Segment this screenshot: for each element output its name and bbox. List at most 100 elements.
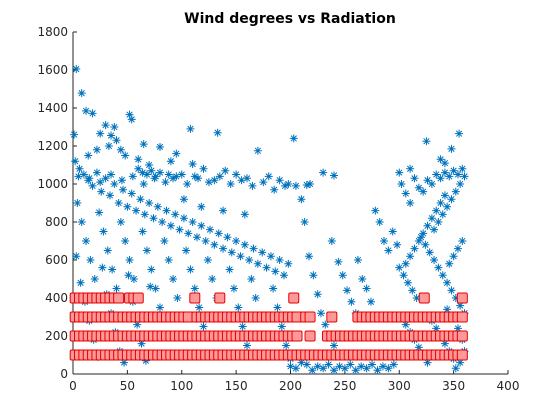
data-point-asterisk xyxy=(406,252,415,261)
data-point-asterisk xyxy=(121,151,130,160)
data-point-asterisk xyxy=(139,140,148,149)
data-point-asterisk xyxy=(427,180,436,188)
data-point-asterisk xyxy=(190,284,199,293)
data-point-square xyxy=(214,292,226,304)
data-point-asterisk xyxy=(84,176,93,185)
data-point-asterisk xyxy=(138,168,147,177)
data-point-asterisk xyxy=(142,170,151,179)
data-point-asterisk xyxy=(302,360,311,369)
x-tick-label: 100 xyxy=(170,379,193,393)
data-point-asterisk xyxy=(140,210,149,219)
data-point-asterisk xyxy=(249,244,258,253)
data-point-asterisk xyxy=(82,237,91,245)
data-point-asterisk xyxy=(430,256,439,264)
data-point-asterisk xyxy=(269,284,278,293)
data-point-asterisk xyxy=(410,174,419,183)
data-point-asterisk xyxy=(410,244,419,253)
data-point-asterisk xyxy=(199,322,208,331)
data-point-asterisk xyxy=(137,339,146,348)
data-point-asterisk xyxy=(120,358,129,367)
data-point-asterisk xyxy=(401,320,410,329)
data-point-asterisk xyxy=(95,208,104,217)
data-point-asterisk xyxy=(146,282,155,291)
data-point-asterisk xyxy=(225,265,234,274)
x-tick-label: 50 xyxy=(120,379,135,393)
data-point-asterisk xyxy=(275,256,284,264)
data-point-asterisk xyxy=(253,146,262,155)
data-point-asterisk xyxy=(340,364,349,373)
data-point-asterisk xyxy=(101,174,110,183)
data-point-asterisk xyxy=(380,237,389,245)
data-point-asterisk xyxy=(284,180,293,188)
data-point-asterisk xyxy=(110,123,119,131)
y-tick-label: 400 xyxy=(45,291,68,305)
data-point-asterisk xyxy=(96,178,105,187)
data-point-asterisk xyxy=(443,202,452,211)
data-point-asterisk xyxy=(373,366,382,375)
data-point-asterisk xyxy=(456,180,465,188)
data-point-asterisk xyxy=(240,210,249,219)
data-point-asterisk xyxy=(399,271,408,280)
data-point-asterisk xyxy=(226,180,235,188)
data-point-asterisk xyxy=(199,164,208,173)
data-point-asterisk xyxy=(384,364,393,373)
y-tick-label: 1000 xyxy=(37,177,68,191)
data-point-asterisk xyxy=(147,166,156,175)
data-point-asterisk xyxy=(414,183,423,192)
data-point-asterisk xyxy=(206,225,215,234)
data-point-asterisk xyxy=(330,366,338,375)
data-point-asterisk xyxy=(119,185,128,194)
data-point-asterisk xyxy=(440,159,449,168)
data-point-square xyxy=(304,311,316,323)
data-point-asterisk xyxy=(430,225,439,234)
data-point-asterisk xyxy=(266,252,275,261)
data-point-asterisk xyxy=(258,248,267,257)
data-point-asterisk xyxy=(302,180,311,189)
data-point-asterisk xyxy=(458,237,467,245)
data-point-asterisk xyxy=(281,181,290,190)
data-point-asterisk xyxy=(164,256,173,264)
data-point-asterisk xyxy=(412,294,421,302)
data-point-asterisk xyxy=(160,237,169,245)
data-point-asterisk xyxy=(291,181,300,190)
data-point-asterisk xyxy=(177,170,186,179)
data-point-asterisk xyxy=(127,115,136,124)
data-point-asterisk xyxy=(139,180,148,188)
data-point-asterisk xyxy=(92,145,101,154)
data-point-asterisk xyxy=(253,259,262,268)
data-point-asterisk xyxy=(436,155,445,164)
data-point-asterisk xyxy=(264,172,273,181)
data-point-asterisk xyxy=(447,144,456,153)
data-point-asterisk xyxy=(316,309,325,318)
data-point-asterisk xyxy=(82,106,91,115)
data-point-asterisk xyxy=(201,237,210,245)
data-point-asterisk xyxy=(460,172,469,181)
data-point-asterisk xyxy=(121,237,130,245)
data-point-square xyxy=(456,330,468,342)
data-point-asterisk xyxy=(362,364,371,373)
data-point-asterisk xyxy=(72,65,81,74)
data-point-square xyxy=(189,292,201,304)
data-point-asterisk xyxy=(112,284,121,293)
data-point-asterisk xyxy=(182,246,191,255)
data-point-asterisk xyxy=(419,229,428,238)
data-point-asterisk xyxy=(110,180,119,188)
data-point-asterisk xyxy=(309,271,318,280)
data-point-asterisk xyxy=(105,191,114,200)
data-point-asterisk xyxy=(449,252,458,261)
data-point-asterisk xyxy=(346,360,355,369)
data-point-asterisk xyxy=(184,229,193,238)
data-point-asterisk xyxy=(366,297,375,306)
data-point-asterisk xyxy=(237,176,246,185)
data-point-asterisk xyxy=(169,275,178,283)
data-point-asterisk xyxy=(108,265,117,274)
data-point-asterisk xyxy=(262,263,271,272)
data-point-asterisk xyxy=(138,227,147,236)
data-point-asterisk xyxy=(406,199,415,207)
data-point-square xyxy=(288,292,300,304)
data-point-asterisk xyxy=(72,252,81,261)
data-point-asterisk xyxy=(112,136,121,145)
data-point-asterisk xyxy=(384,246,393,255)
data-point-asterisk xyxy=(97,187,106,196)
data-point-asterisk xyxy=(71,157,80,166)
